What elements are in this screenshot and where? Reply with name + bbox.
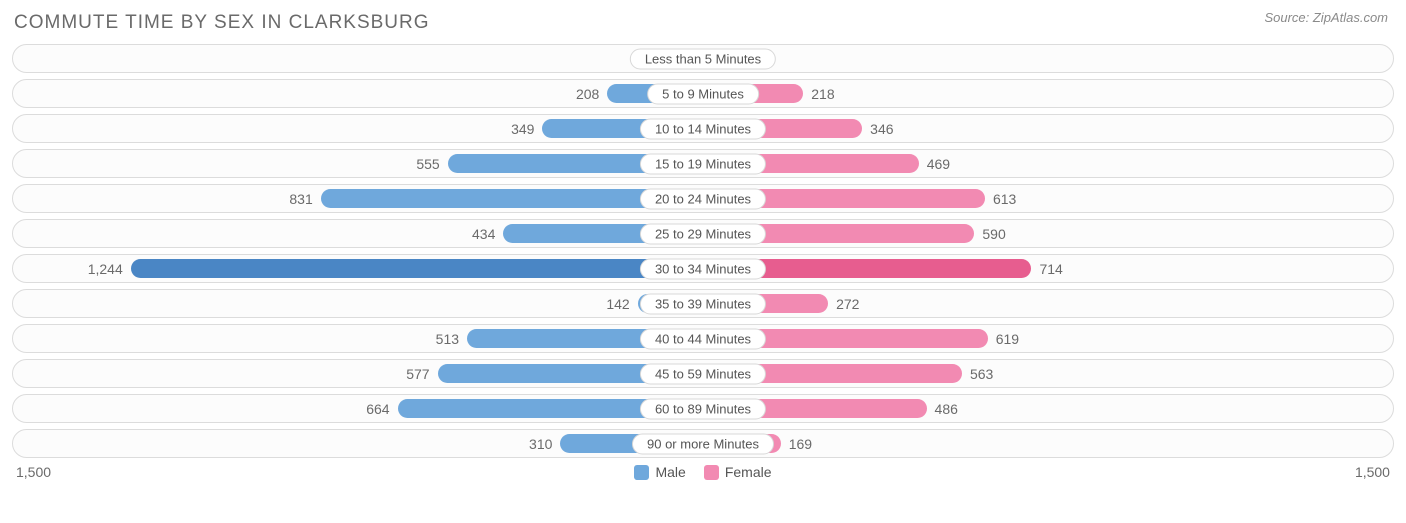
female-half: 169 [703, 430, 1393, 457]
female-value-label: 469 [919, 156, 958, 172]
category-pill: 5 to 9 Minutes [647, 83, 759, 104]
legend: Male Female [634, 464, 771, 480]
male-half: 664 [13, 395, 703, 422]
male-value-label: 434 [464, 226, 503, 242]
female-half: 714 [703, 255, 1393, 282]
chart-rows: 3540Less than 5 Minutes 208 218 5 to 9 Minu… [10, 44, 1396, 458]
female-value-label: 346 [862, 121, 901, 137]
axis-row: 1,500 Male Female 1,500 [10, 464, 1396, 486]
category-pill: 25 to 29 Minutes [640, 223, 766, 244]
male-half: 142 [13, 290, 703, 317]
female-half: 40 [703, 45, 1393, 72]
legend-male: Male [634, 464, 685, 480]
female-half: 272 [703, 290, 1393, 317]
chart-title: COMMUTE TIME BY SEX IN CLARKSBURG [14, 12, 1396, 34]
chart-row: 513 619 40 to 44 Minutes [12, 324, 1394, 353]
female-swatch-icon [704, 465, 719, 480]
female-value-label: 218 [803, 86, 842, 102]
axis-left-label: 1,500 [16, 464, 51, 480]
male-value-label: 208 [568, 86, 607, 102]
male-half: 831 [13, 185, 703, 212]
category-pill: 90 or more Minutes [632, 433, 774, 454]
female-value-label: 590 [974, 226, 1013, 242]
category-pill: 60 to 89 Minutes [640, 398, 766, 419]
category-pill: 10 to 14 Minutes [640, 118, 766, 139]
male-value-label: 831 [281, 191, 320, 207]
category-pill: 40 to 44 Minutes [640, 328, 766, 349]
legend-female: Female [704, 464, 772, 480]
male-half: 1,244 [13, 255, 703, 282]
female-value-label: 486 [927, 401, 966, 417]
category-pill: Less than 5 Minutes [630, 48, 776, 69]
male-bar [131, 259, 703, 278]
axis-right-label: 1,500 [1355, 464, 1390, 480]
commute-chart: COMMUTE TIME BY SEX IN CLARKSBURG Source… [0, 0, 1406, 486]
legend-female-label: Female [725, 464, 772, 480]
chart-row: 1,244 714 30 to 34 Minutes [12, 254, 1394, 283]
male-value-label: 349 [503, 121, 542, 137]
male-half: 208 [13, 80, 703, 107]
female-half: 563 [703, 360, 1393, 387]
category-pill: 20 to 24 Minutes [640, 188, 766, 209]
category-pill: 35 to 39 Minutes [640, 293, 766, 314]
chart-row: 664 486 60 to 89 Minutes [12, 394, 1394, 423]
female-value-label: 613 [985, 191, 1024, 207]
male-value-label: 1,244 [80, 261, 131, 277]
male-value-label: 555 [408, 156, 447, 172]
female-half: 619 [703, 325, 1393, 352]
male-value-label: 142 [598, 296, 637, 312]
male-value-label: 664 [358, 401, 397, 417]
chart-row: 434 590 25 to 29 Minutes [12, 219, 1394, 248]
male-half: 310 [13, 430, 703, 457]
male-swatch-icon [634, 465, 649, 480]
chart-row: 577 563 45 to 59 Minutes [12, 359, 1394, 388]
female-half: 469 [703, 150, 1393, 177]
chart-row: 310 169 90 or more Minutes [12, 429, 1394, 458]
female-value-label: 563 [962, 366, 1001, 382]
female-half: 346 [703, 115, 1393, 142]
female-half: 613 [703, 185, 1393, 212]
male-value-label: 513 [428, 331, 467, 347]
chart-row: 349 346 10 to 14 Minutes [12, 114, 1394, 143]
category-pill: 30 to 34 Minutes [640, 258, 766, 279]
category-pill: 45 to 59 Minutes [640, 363, 766, 384]
chart-row: 142 272 35 to 39 Minutes [12, 289, 1394, 318]
male-value-label: 310 [521, 436, 560, 452]
female-value-label: 169 [781, 436, 820, 452]
male-half: 35 [13, 45, 703, 72]
female-value-label: 714 [1031, 261, 1070, 277]
female-value-label: 272 [828, 296, 867, 312]
chart-row: 555 469 15 to 19 Minutes [12, 149, 1394, 178]
chart-row: 831 613 20 to 24 Minutes [12, 184, 1394, 213]
chart-row: 208 218 5 to 9 Minutes [12, 79, 1394, 108]
male-half: 555 [13, 150, 703, 177]
male-value-label: 577 [398, 366, 437, 382]
male-half: 434 [13, 220, 703, 247]
female-half: 218 [703, 80, 1393, 107]
male-half: 577 [13, 360, 703, 387]
male-half: 513 [13, 325, 703, 352]
female-half: 590 [703, 220, 1393, 247]
female-half: 486 [703, 395, 1393, 422]
chart-source: Source: ZipAtlas.com [1264, 10, 1388, 25]
category-pill: 15 to 19 Minutes [640, 153, 766, 174]
male-half: 349 [13, 115, 703, 142]
female-value-label: 619 [988, 331, 1027, 347]
legend-male-label: Male [655, 464, 685, 480]
chart-row: 3540Less than 5 Minutes [12, 44, 1394, 73]
